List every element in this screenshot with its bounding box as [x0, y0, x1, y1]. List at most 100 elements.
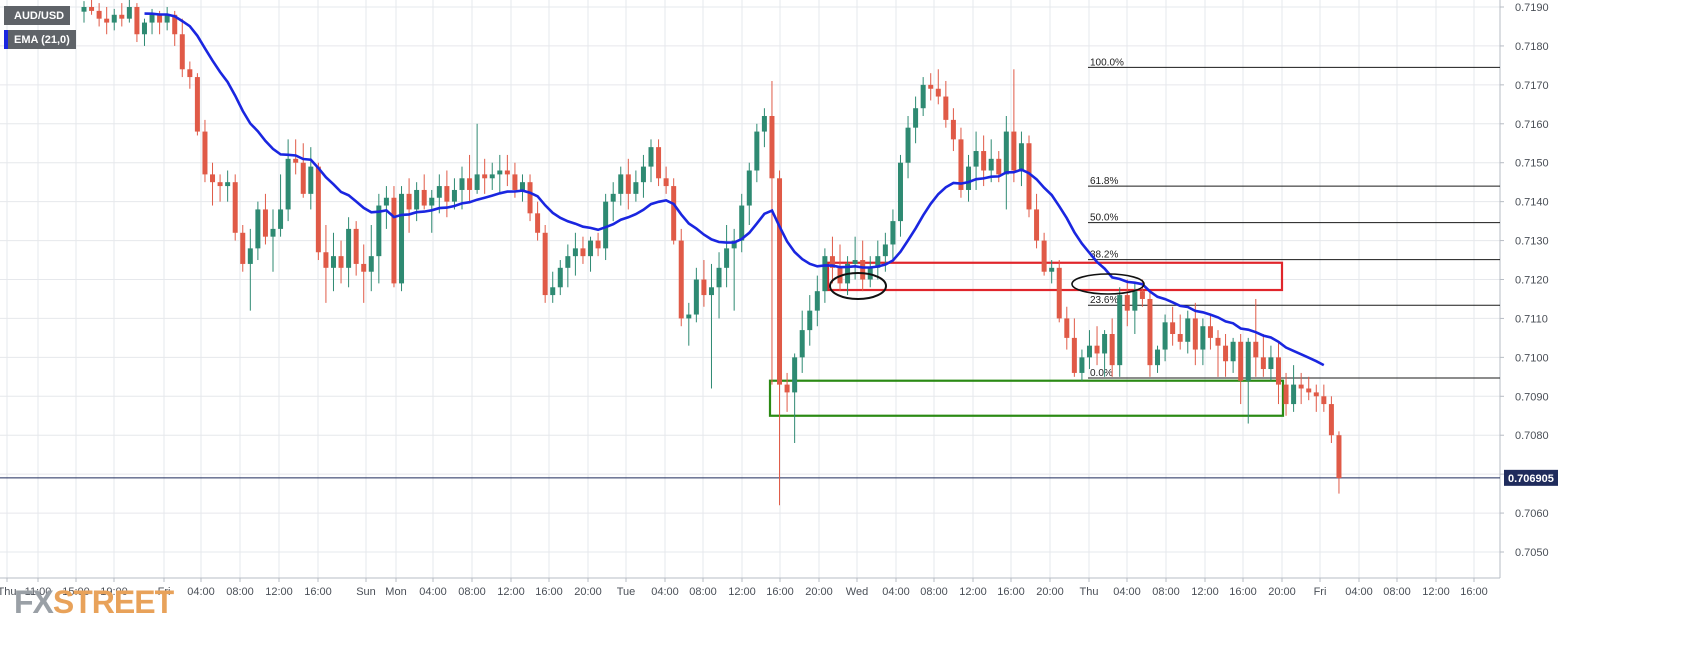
candle: [1207, 314, 1213, 350]
candle-body: [270, 228, 276, 237]
candle: [391, 186, 397, 288]
candle-body: [1238, 341, 1244, 381]
x-tick-label: 20:00: [1036, 586, 1064, 598]
x-tick-label: 16:00: [304, 586, 332, 598]
x-tick-label: 04:00: [1113, 586, 1141, 598]
fib-level-label: 38.2%: [1090, 250, 1118, 261]
candle-body: [572, 248, 578, 257]
candle: [633, 170, 639, 202]
candle: [414, 182, 420, 222]
x-tick-label: 08:00: [689, 586, 717, 598]
candle-body: [1291, 384, 1297, 405]
candle-body: [527, 182, 533, 214]
candle-body: [1192, 318, 1198, 350]
candle: [875, 240, 881, 280]
candle-body: [724, 248, 730, 268]
candle: [928, 73, 934, 101]
x-tick-label: 20:00: [1268, 586, 1296, 598]
candle-body: [829, 256, 835, 268]
candle-body: [535, 213, 541, 233]
candle-body: [126, 7, 132, 19]
candle-body: [1230, 341, 1236, 362]
candle: [1283, 372, 1289, 416]
candle-body: [285, 158, 291, 210]
candle: [966, 154, 972, 202]
candle: [444, 170, 450, 218]
candle-body: [459, 178, 465, 190]
y-tick-label: 0.7140: [1515, 197, 1549, 209]
candle: [1094, 326, 1100, 366]
candle: [89, 0, 95, 15]
y-tick-label: 0.7160: [1515, 119, 1549, 131]
candle-body: [633, 182, 639, 194]
candle: [1245, 337, 1251, 424]
candle-body: [943, 96, 949, 120]
candle-body: [860, 260, 866, 280]
x-tick-label: 08:00: [458, 586, 486, 598]
x-tick-label: 11:00: [25, 586, 52, 598]
candle: [1117, 287, 1123, 377]
candle-body: [897, 162, 903, 222]
y-tick-label: 0.7050: [1515, 547, 1549, 559]
candle: [769, 80, 775, 385]
highlight-ellipse: [1071, 273, 1145, 295]
candle-body: [1260, 357, 1266, 370]
x-tick-label: 12:00: [728, 586, 756, 598]
candle: [1200, 318, 1206, 366]
fxstreet-logo: FXSTREET: [14, 584, 174, 620]
candle: [1185, 310, 1191, 354]
candle: [935, 69, 941, 105]
candle: [1321, 384, 1327, 412]
candle: [1223, 334, 1229, 377]
candle-body: [300, 162, 306, 194]
last-price-badge: [1504, 469, 1558, 486]
candle-body: [421, 189, 427, 206]
candle-body: [542, 232, 548, 296]
candle-body: [784, 384, 790, 393]
symbol-legend[interactable]: AUD/USD: [4, 6, 71, 25]
candle: [210, 162, 216, 206]
candle: [618, 166, 624, 206]
candle: [353, 221, 359, 276]
candle-body: [769, 116, 775, 179]
indicator-legend[interactable]: EMA (21,0): [4, 30, 76, 49]
candle: [376, 193, 382, 284]
candle-body: [240, 232, 246, 264]
candle: [671, 178, 677, 245]
y-tick-label: 0.7150: [1515, 158, 1549, 170]
candle: [686, 302, 692, 346]
candle-body: [346, 228, 352, 268]
candle-body: [913, 108, 919, 128]
candle: [913, 96, 919, 144]
candle-body: [451, 189, 457, 202]
candle-body: [746, 170, 752, 206]
candle: [187, 61, 193, 89]
candle-body: [436, 186, 442, 198]
candle-body: [308, 166, 314, 194]
indicator-label: EMA (21,0): [14, 33, 70, 46]
candle-body: [1117, 295, 1123, 366]
candle: [519, 174, 525, 202]
candle-body: [255, 209, 261, 249]
candle: [1049, 260, 1055, 284]
candle-body: [958, 139, 964, 190]
candle-body: [1177, 334, 1183, 342]
candle: [1079, 349, 1085, 381]
candle: [701, 260, 707, 307]
candle-body: [383, 197, 389, 206]
ema-line: [144, 12, 1325, 367]
candle: [799, 310, 805, 373]
candle-body: [81, 7, 87, 12]
candle-body: [905, 127, 911, 163]
candle-body: [194, 77, 200, 132]
candle-body: [1321, 396, 1327, 405]
candle: [489, 162, 495, 190]
candle: [1026, 135, 1032, 218]
candle: [708, 263, 714, 389]
candle-body: [1185, 318, 1191, 342]
candle-body: [1147, 298, 1153, 366]
candle-body: [414, 189, 420, 210]
candle: [792, 353, 798, 443]
x-tick-label: 16:00: [997, 586, 1025, 598]
